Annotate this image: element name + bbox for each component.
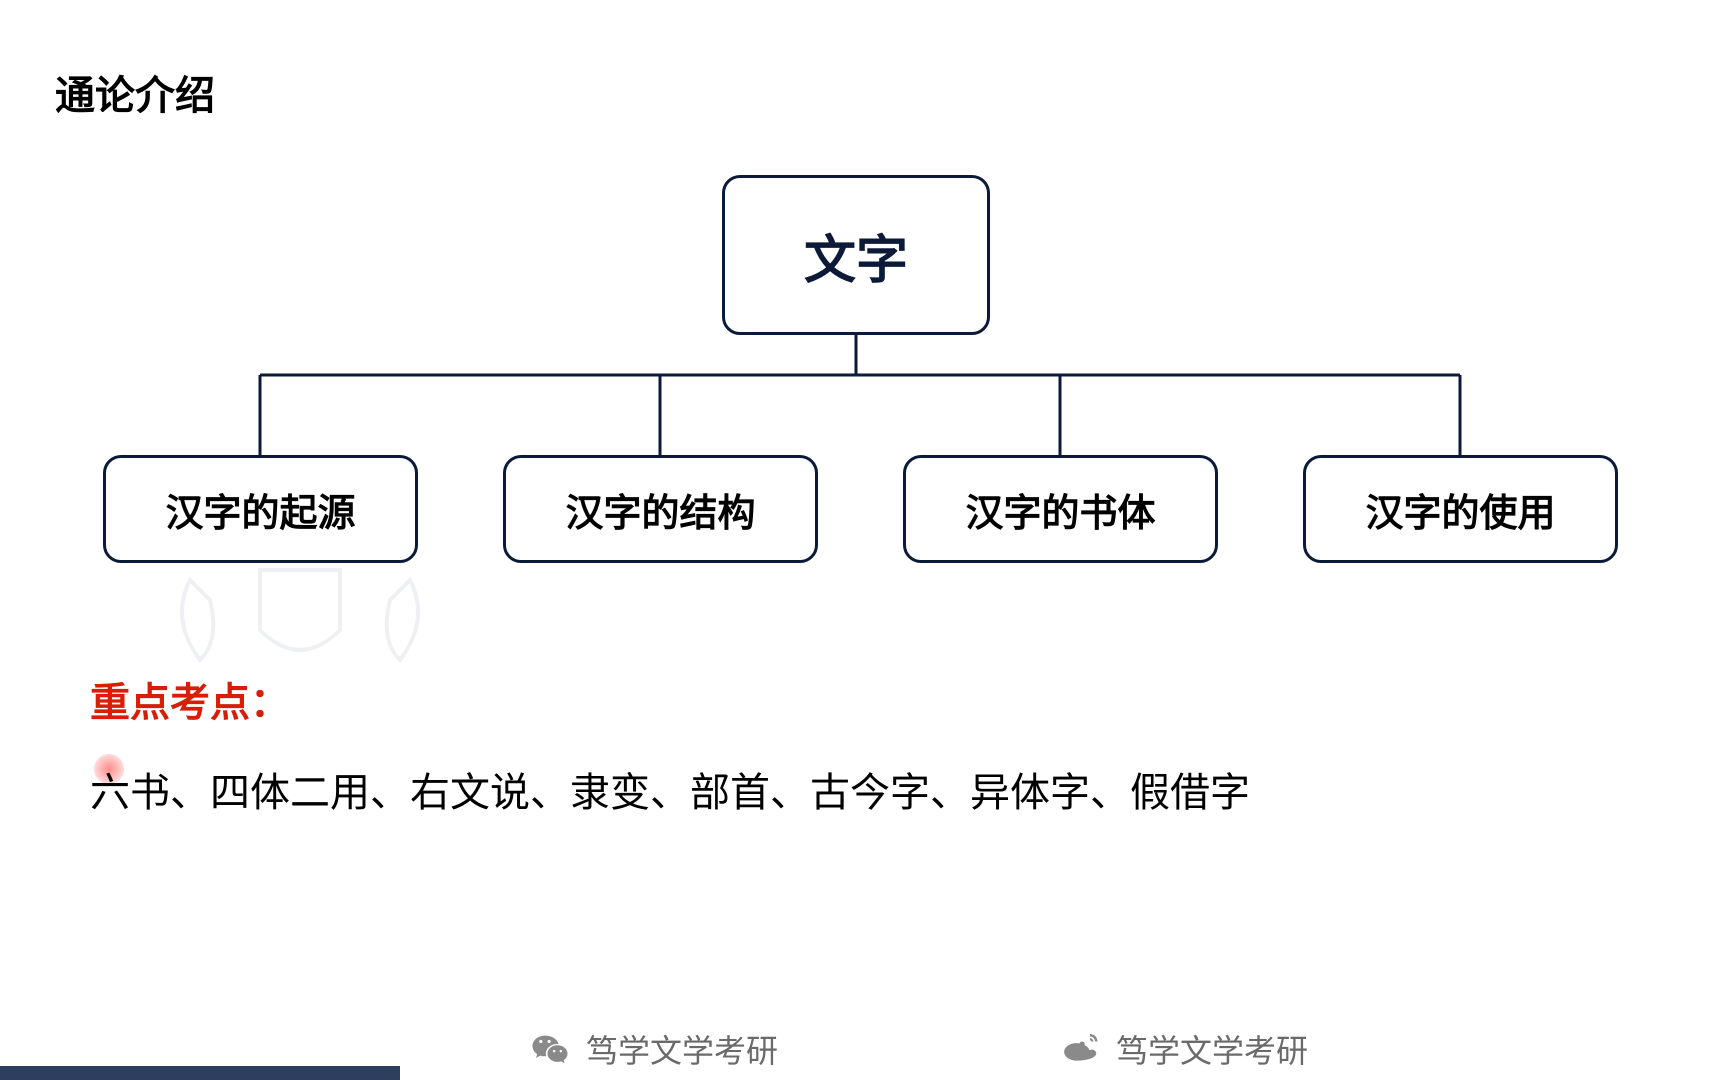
- footer-accent-bar: [0, 1066, 400, 1080]
- footer: 笃学文学考研 笃学文学考研: [0, 1020, 1728, 1080]
- key-points-label: 重点考点：: [90, 670, 290, 728]
- weibo-icon: [1060, 1029, 1100, 1069]
- tree-child-node: 汉字的使用: [1303, 455, 1618, 563]
- tree-connectors: [0, 335, 1728, 455]
- tree-child-node: 汉字的起源: [103, 455, 418, 563]
- key-points-text: 六书、四体二用、右文说、隶变、部首、古今字、异体字、假借字: [90, 760, 1250, 818]
- page-title: 通论介绍: [55, 63, 215, 121]
- tree-child-node: 汉字的结构: [503, 455, 818, 563]
- tree-child-node: 汉字的书体: [903, 455, 1218, 563]
- tree-root-node: 文字: [722, 175, 990, 335]
- watermark-shield-icon: [150, 560, 450, 680]
- footer-weibo-label: 笃学文学考研: [1116, 1026, 1308, 1072]
- footer-wechat: 笃学文学考研: [530, 1026, 778, 1072]
- wechat-icon: [530, 1029, 570, 1069]
- footer-wechat-label: 笃学文学考研: [586, 1026, 778, 1072]
- footer-weibo: 笃学文学考研: [1060, 1026, 1308, 1072]
